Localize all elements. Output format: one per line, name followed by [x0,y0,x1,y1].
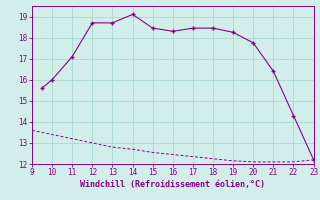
X-axis label: Windchill (Refroidissement éolien,°C): Windchill (Refroidissement éolien,°C) [80,180,265,189]
